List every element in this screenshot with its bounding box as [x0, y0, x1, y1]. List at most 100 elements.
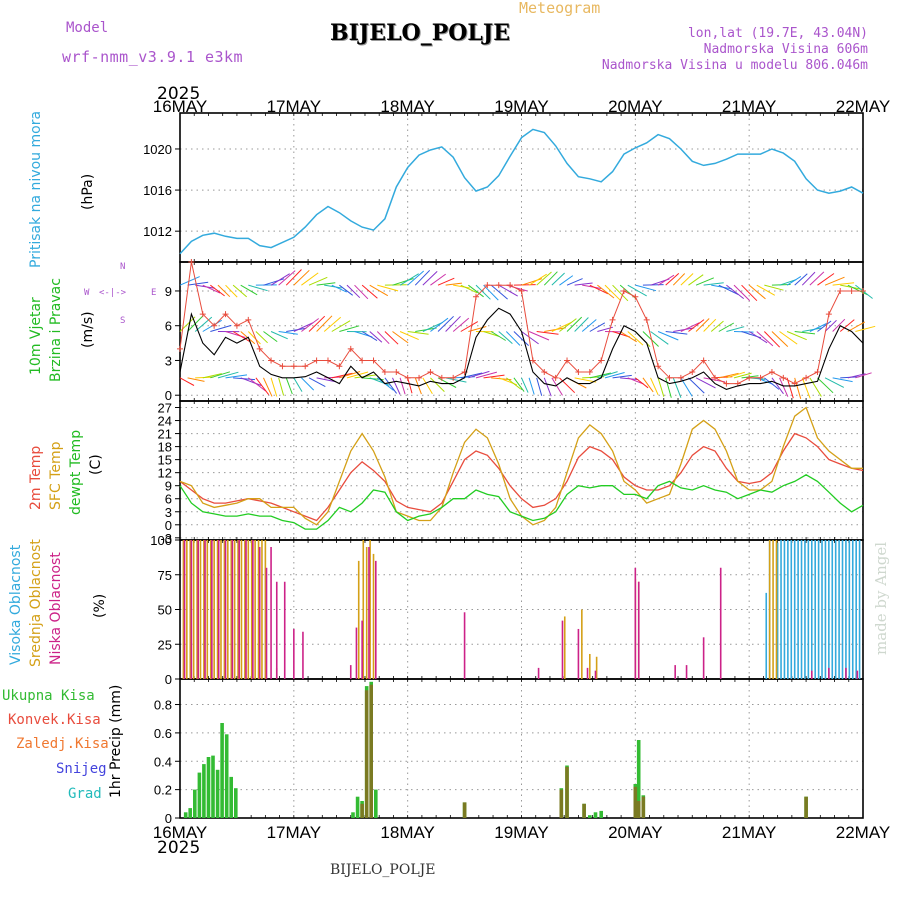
- wind-vector: [293, 377, 303, 392]
- ytick-label: 50: [158, 603, 172, 618]
- wind-vector: [543, 377, 552, 397]
- wind-gust-marker: [370, 357, 377, 364]
- wind-gust-marker: [837, 287, 844, 294]
- ytick-label: 6: [165, 319, 172, 334]
- wind-vector: [627, 377, 644, 385]
- ytick-label: 25: [158, 637, 172, 652]
- wind-vector: [695, 377, 716, 389]
- wind-vector: [430, 273, 446, 286]
- ytick-label: 0: [165, 811, 172, 826]
- model-elevation-info: Nadmorska Visina u modelu 806.046m: [601, 58, 868, 73]
- wind-gust-marker: [620, 287, 627, 294]
- wind-vector: [763, 331, 781, 348]
- wind-vector: [756, 284, 776, 296]
- wind-gust-marker: [188, 259, 195, 265]
- precip-conv-bar: [582, 803, 586, 818]
- wind-vector: [324, 284, 342, 289]
- wind-vector: [824, 377, 845, 388]
- wind-vector: [824, 276, 845, 286]
- wind-vector: [460, 284, 478, 294]
- wind-vector: [855, 372, 872, 379]
- wind-vector: [786, 331, 807, 341]
- wind-vector: [809, 271, 825, 286]
- wind-vector: [194, 316, 213, 332]
- wind-vector: [414, 269, 431, 286]
- wind-vector: [232, 284, 248, 298]
- wind-vector: [361, 331, 378, 342]
- wind-vector: [445, 377, 467, 383]
- panel-frame: [179, 400, 864, 541]
- wind-vector: [293, 269, 310, 286]
- wind-vector: [392, 331, 409, 344]
- wind-vector: [308, 276, 328, 286]
- wind-vector: [589, 284, 609, 295]
- wind-vector: [635, 377, 649, 389]
- wind-vector: [847, 284, 868, 296]
- wind-vector: [263, 331, 278, 343]
- wind-vector: [339, 284, 354, 296]
- wind-vector: [574, 377, 597, 383]
- panel-4: [175, 678, 864, 819]
- date-label-bottom: 18MAY: [380, 823, 435, 842]
- wind-vector: [445, 315, 461, 332]
- date-label-bottom: 16MAY: [153, 823, 208, 842]
- wind-vector: [650, 377, 659, 396]
- wind-vector: [422, 321, 444, 332]
- precip-conv-bar: [369, 684, 373, 818]
- wind-vector: [498, 284, 518, 297]
- wind-vector: [361, 284, 378, 299]
- date-label-bottom: 20MAY: [608, 823, 663, 842]
- wind-vector: [255, 331, 268, 344]
- wind-vector: [483, 284, 499, 301]
- ytick-label: 12: [158, 466, 172, 481]
- wind-gust-marker: [347, 345, 354, 352]
- ytick-label: 1016: [143, 183, 172, 198]
- precip-total-bar: [215, 769, 220, 818]
- wind-gust-marker: [643, 316, 650, 323]
- wind-gust-marker: [814, 369, 821, 376]
- wind-vector: [506, 377, 522, 390]
- precip-label-total: Ukupna Kisa: [2, 688, 95, 704]
- compass-s: S: [120, 316, 126, 326]
- wind-vector: [786, 377, 794, 399]
- wind-vector: [718, 372, 739, 379]
- wind-vector: [293, 322, 314, 332]
- wind-vector: [270, 273, 290, 286]
- precip-total-bar: [220, 723, 224, 818]
- wind-gust-marker: [712, 374, 719, 381]
- wind-vector: [422, 271, 438, 286]
- wind-vector: [779, 279, 797, 286]
- precip-total-bar: [224, 734, 229, 818]
- wind-vector: [407, 270, 425, 286]
- wind-gust-marker: [757, 374, 764, 381]
- wind-gust-marker: [450, 374, 457, 381]
- precip-total-bar: [229, 776, 233, 818]
- wind-gust-marker: [575, 369, 582, 376]
- wind-gust-marker: [290, 363, 297, 370]
- wind-vector: [255, 377, 270, 396]
- date-label-bottom: 19MAY: [494, 823, 549, 842]
- wind-vector: [726, 284, 745, 299]
- wind-vector: [316, 377, 336, 383]
- wind-vector: [437, 315, 454, 332]
- date-label-top: 22MAY: [836, 97, 891, 116]
- wind-vector: [316, 282, 336, 286]
- wind-gust-marker: [359, 357, 366, 364]
- wind-vector: [437, 377, 457, 388]
- wind-vector: [597, 371, 618, 379]
- wind-vector: [855, 284, 873, 299]
- wind-vector: [581, 319, 597, 332]
- ytick-label: 0.6: [154, 726, 172, 741]
- wind-gust-marker: [438, 374, 445, 381]
- wind-vector: [619, 284, 638, 300]
- ytick-label: 1012: [143, 224, 172, 239]
- wind-vector: [635, 284, 657, 292]
- wind-vector: [407, 377, 413, 394]
- wind-vector: [430, 317, 449, 332]
- wind-vector: [786, 275, 802, 286]
- wind-vector: [582, 284, 602, 289]
- wind-gust-marker: [313, 357, 320, 364]
- wind-vector: [703, 318, 717, 332]
- ytick-label: 3: [165, 505, 172, 520]
- wind-vector: [574, 282, 593, 286]
